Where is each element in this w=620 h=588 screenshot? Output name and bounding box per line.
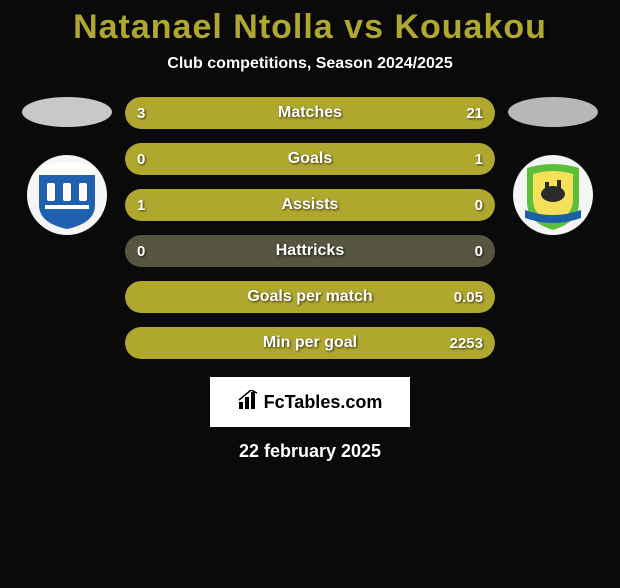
stat-value-right: 0.05 <box>454 281 483 313</box>
stat-label: Hattricks <box>125 235 495 267</box>
stat-value-right: 2253 <box>450 327 483 359</box>
content-row: 3Matches210Goals11Assists00Hattricks0Goa… <box>0 97 620 359</box>
stat-row: Min per goal2253 <box>125 327 495 359</box>
stat-label: Matches <box>125 97 495 129</box>
player1-name: Natanael Ntolla <box>73 8 334 46</box>
right-column <box>503 97 603 235</box>
stats-column: 3Matches210Goals11Assists00Hattricks0Goa… <box>125 97 495 359</box>
subtitle: Club competitions, Season 2024/2025 <box>0 55 620 73</box>
stat-value-right: 0 <box>475 189 483 221</box>
date-label: 22 february 2025 <box>0 441 620 462</box>
brand-footer[interactable]: FcTables.com <box>210 377 410 427</box>
shield-icon <box>521 160 585 230</box>
stat-row: Goals per match0.05 <box>125 281 495 313</box>
stat-row: 3Matches21 <box>125 97 495 129</box>
stat-value-right: 1 <box>475 143 483 175</box>
stat-label: Goals per match <box>125 281 495 313</box>
shield-icon <box>37 161 97 229</box>
player2-name: Kouakou <box>394 8 546 46</box>
stat-label: Goals <box>125 143 495 175</box>
stat-value-right: 0 <box>475 235 483 267</box>
stat-row: 0Goals1 <box>125 143 495 175</box>
brand-text: FcTables.com <box>264 392 383 413</box>
left-platform-ellipse <box>22 97 112 127</box>
page-title: Natanael Ntolla vs Kouakou <box>0 8 620 47</box>
chart-icon <box>238 390 260 415</box>
right-club-crest <box>513 155 593 235</box>
left-column <box>17 97 117 235</box>
stat-label: Assists <box>125 189 495 221</box>
vs-label: vs <box>344 8 384 46</box>
right-platform-ellipse <box>508 97 598 127</box>
stat-row: 1Assists0 <box>125 189 495 221</box>
stat-row: 0Hattricks0 <box>125 235 495 267</box>
stat-label: Min per goal <box>125 327 495 359</box>
left-club-crest <box>27 155 107 235</box>
stat-value-right: 21 <box>466 97 483 129</box>
